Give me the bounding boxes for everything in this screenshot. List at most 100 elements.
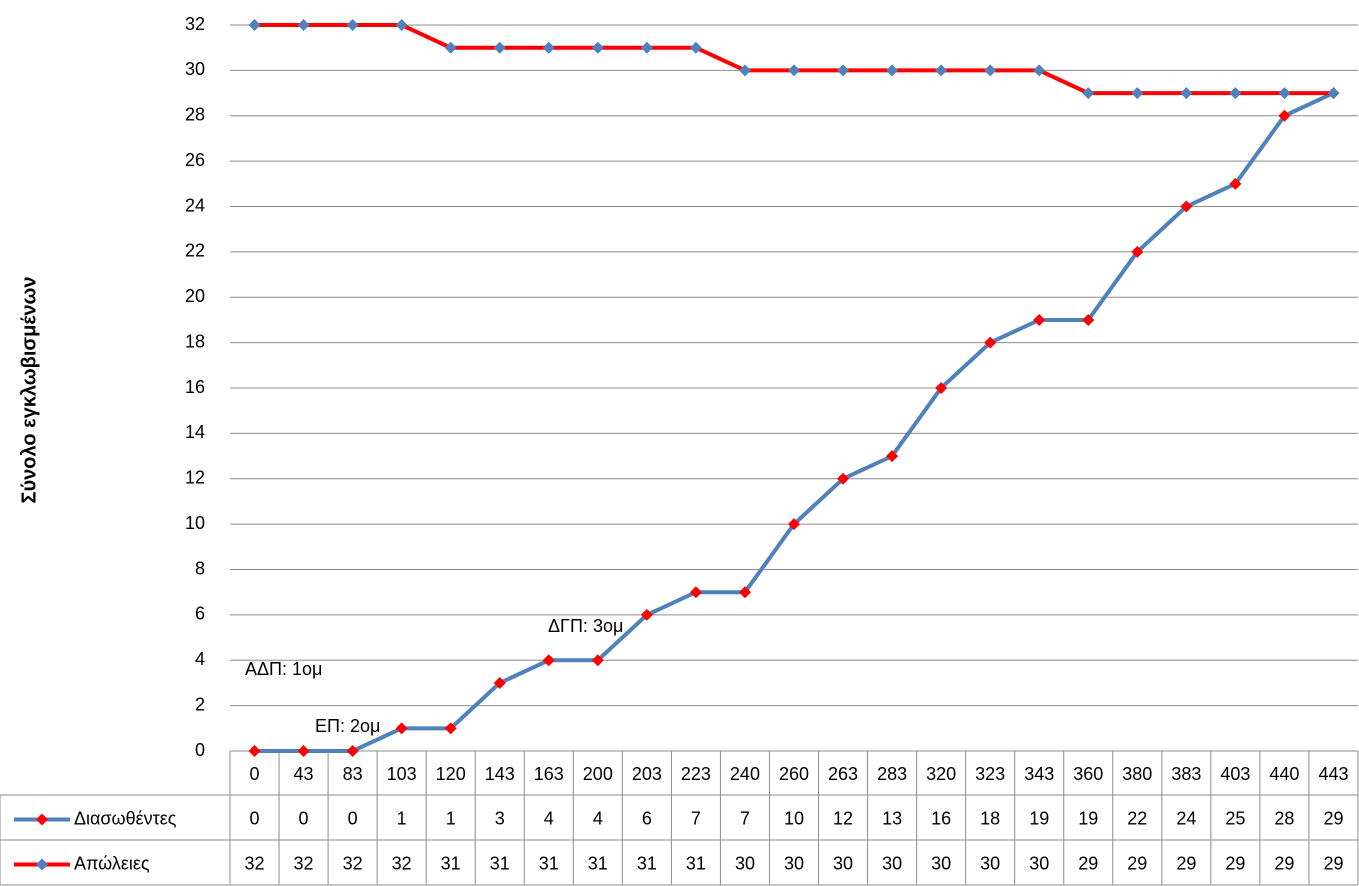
point-marker bbox=[1180, 200, 1193, 213]
table-value: 30 bbox=[931, 853, 951, 873]
table-value: 16 bbox=[931, 808, 951, 828]
point-marker bbox=[689, 41, 702, 54]
point-marker bbox=[1278, 87, 1291, 100]
y-tick-label: 14 bbox=[185, 422, 205, 442]
point-marker bbox=[297, 19, 310, 31]
table-value: 32 bbox=[343, 853, 363, 873]
table-value: 6 bbox=[642, 808, 652, 828]
point-marker bbox=[248, 745, 261, 757]
point-marker bbox=[640, 41, 653, 54]
point-marker bbox=[1278, 109, 1291, 122]
x-tick-label: 383 bbox=[1171, 764, 1201, 784]
table-value: 13 bbox=[882, 808, 902, 828]
x-tick-label: 43 bbox=[294, 764, 314, 784]
table-value: 28 bbox=[1274, 808, 1294, 828]
x-tick-label: 103 bbox=[387, 764, 417, 784]
table-value: 31 bbox=[539, 853, 559, 873]
table-value: 29 bbox=[1323, 808, 1343, 828]
point-marker bbox=[1082, 313, 1095, 326]
table-value: 30 bbox=[784, 853, 804, 873]
point-marker bbox=[444, 722, 457, 735]
y-axis-label: Σύνολο εγκλωβισμένων bbox=[18, 276, 40, 503]
point-marker bbox=[1082, 87, 1095, 100]
table-value: 12 bbox=[833, 808, 853, 828]
x-tick-label: 260 bbox=[779, 764, 809, 784]
point-marker bbox=[984, 64, 997, 77]
table-value: 1 bbox=[446, 808, 456, 828]
x-tick-label: 120 bbox=[436, 764, 466, 784]
legend-label: Διασωθέντες bbox=[74, 808, 177, 828]
x-tick-label: 403 bbox=[1220, 764, 1250, 784]
table-value: 4 bbox=[593, 808, 603, 828]
table-value: 29 bbox=[1225, 853, 1245, 873]
annotation: ΔΓΠ: 3ομ bbox=[548, 616, 623, 636]
point-marker bbox=[689, 586, 702, 599]
point-marker bbox=[346, 745, 359, 757]
x-tick-label: 320 bbox=[926, 764, 956, 784]
series-line bbox=[254, 91, 1335, 753]
x-tick-label: 380 bbox=[1122, 764, 1152, 784]
table-value: 22 bbox=[1127, 808, 1147, 828]
table-value: 25 bbox=[1225, 808, 1245, 828]
y-tick-label: 26 bbox=[185, 150, 205, 170]
table-value: 32 bbox=[392, 853, 412, 873]
point-marker bbox=[1229, 87, 1242, 100]
y-tick-label: 2 bbox=[195, 694, 205, 714]
y-tick-label: 6 bbox=[195, 604, 205, 624]
point-marker bbox=[395, 722, 408, 735]
table-value: 29 bbox=[1274, 853, 1294, 873]
point-marker bbox=[837, 472, 850, 485]
table-value: 29 bbox=[1323, 853, 1343, 873]
y-tick-label: 32 bbox=[185, 14, 205, 34]
point-marker bbox=[542, 654, 555, 667]
x-tick-label: 343 bbox=[1024, 764, 1054, 784]
y-tick-label: 22 bbox=[185, 241, 205, 261]
x-tick-label: 0 bbox=[250, 764, 260, 784]
point-marker bbox=[788, 64, 800, 77]
y-tick-label: 8 bbox=[195, 558, 205, 578]
point-marker bbox=[1131, 87, 1144, 100]
x-tick-label: 440 bbox=[1269, 764, 1299, 784]
table-value: 30 bbox=[735, 853, 755, 873]
y-tick-label: 18 bbox=[185, 331, 205, 351]
table-value: 19 bbox=[1029, 808, 1049, 828]
x-tick-label: 263 bbox=[828, 764, 858, 784]
x-tick-label: 163 bbox=[534, 764, 564, 784]
point-marker bbox=[1033, 64, 1046, 77]
x-tick-label: 203 bbox=[632, 764, 662, 784]
y-tick-label: 16 bbox=[185, 377, 205, 397]
table-value: 30 bbox=[1029, 853, 1049, 873]
table-value: 7 bbox=[691, 808, 701, 828]
point-marker bbox=[1327, 87, 1340, 100]
table-value: 31 bbox=[637, 853, 657, 873]
x-tick-label: 143 bbox=[485, 764, 515, 784]
point-marker bbox=[346, 19, 359, 31]
y-tick-label: 10 bbox=[185, 513, 205, 533]
x-tick-label: 83 bbox=[343, 764, 363, 784]
y-tick-label: 0 bbox=[195, 740, 205, 760]
x-tick-label: 323 bbox=[975, 764, 1005, 784]
point-marker bbox=[886, 64, 899, 77]
point-marker bbox=[444, 41, 457, 54]
point-marker bbox=[493, 41, 506, 54]
table-value: 24 bbox=[1176, 808, 1196, 828]
table-value: 29 bbox=[1078, 853, 1098, 873]
table-value: 32 bbox=[245, 853, 265, 873]
point-marker bbox=[542, 41, 555, 54]
table-value: 0 bbox=[250, 808, 260, 828]
legend-marker bbox=[36, 858, 48, 871]
point-marker bbox=[395, 19, 408, 31]
x-tick-label: 223 bbox=[681, 764, 711, 784]
point-marker bbox=[591, 654, 604, 667]
table-value: 1 bbox=[397, 808, 407, 828]
series-line bbox=[254, 23, 1334, 96]
point-marker bbox=[738, 64, 751, 77]
point-marker bbox=[984, 336, 997, 349]
point-marker bbox=[248, 19, 261, 31]
y-tick-label: 30 bbox=[185, 59, 205, 79]
point-marker bbox=[935, 382, 948, 394]
table-value: 19 bbox=[1078, 808, 1098, 828]
table-value: 31 bbox=[490, 853, 510, 873]
point-marker bbox=[493, 676, 506, 689]
